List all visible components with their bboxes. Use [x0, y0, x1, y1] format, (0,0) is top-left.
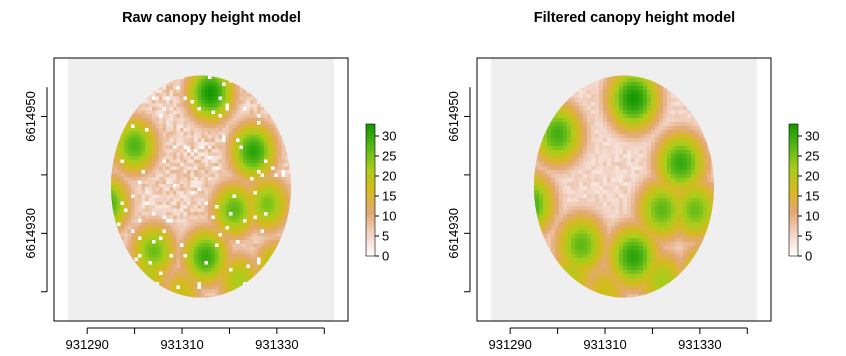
- x-tick-label: 931310: [583, 337, 626, 352]
- chart-title: Raw canopy height model: [122, 10, 301, 26]
- plot-frame: [53, 57, 349, 322]
- canopy-raster: [110, 75, 292, 298]
- y-axis: 6614930 6614950: [23, 87, 48, 293]
- legend-tick-label: 0: [805, 249, 812, 264]
- chart-panel-filtered: Filtered canopy height model 931290 93131…: [423, 0, 846, 356]
- legend-tick-label: 10: [382, 209, 396, 224]
- legend-tick-label: 25: [382, 149, 396, 164]
- chart-panel-raw: Raw canopy height model 931290 931310 9313…: [23, 10, 396, 352]
- legend-tick-label: 30: [382, 129, 396, 144]
- legend-tick-label: 15: [805, 189, 819, 204]
- x-tick-label: 931330: [255, 337, 298, 352]
- x-tick-label: 931310: [160, 337, 203, 352]
- x-axis: 931290 931310 931330: [65, 327, 325, 352]
- x-axis: 931290 931310 931330: [488, 327, 748, 352]
- x-tick-label: 931330: [678, 337, 721, 352]
- legend-tick-label: 10: [805, 209, 819, 224]
- y-tick-label: 6614950: [23, 91, 38, 142]
- chart-title: Filtered canopy height model: [533, 10, 736, 26]
- y-tick-label: 6614930: [23, 208, 38, 259]
- legend-colorbar: 0 5 10 15 20 25 30: [365, 123, 396, 264]
- legend-tick-label: 5: [805, 229, 812, 244]
- x-tick-label: 931290: [488, 337, 531, 352]
- legend-tick-label: 30: [805, 129, 819, 144]
- legend-tick-label: 15: [382, 189, 396, 204]
- y-axis: 6614930 6614950: [446, 87, 471, 293]
- y-tick-label: 6614930: [446, 208, 461, 259]
- plot-frame: [476, 57, 772, 322]
- chart-canvas: 931290 931310 931330 6614930 6614950 0 5 10 15 20…: [446, 57, 819, 352]
- legend-tick-label: 20: [382, 169, 396, 184]
- legend-colorbar: 0 5 10 15 20 25 30: [788, 123, 819, 264]
- x-tick-label: 931290: [65, 337, 108, 352]
- legend-tick-label: 20: [805, 169, 819, 184]
- legend-tick-label: 5: [382, 229, 389, 244]
- y-tick-label: 6614950: [446, 91, 461, 142]
- legend-tick-label: 25: [805, 149, 819, 164]
- chart-canvas: 931290 931310 931330 6614930 6614950 0 5 10 15 20…: [23, 57, 396, 352]
- legend-tick-label: 0: [382, 249, 389, 264]
